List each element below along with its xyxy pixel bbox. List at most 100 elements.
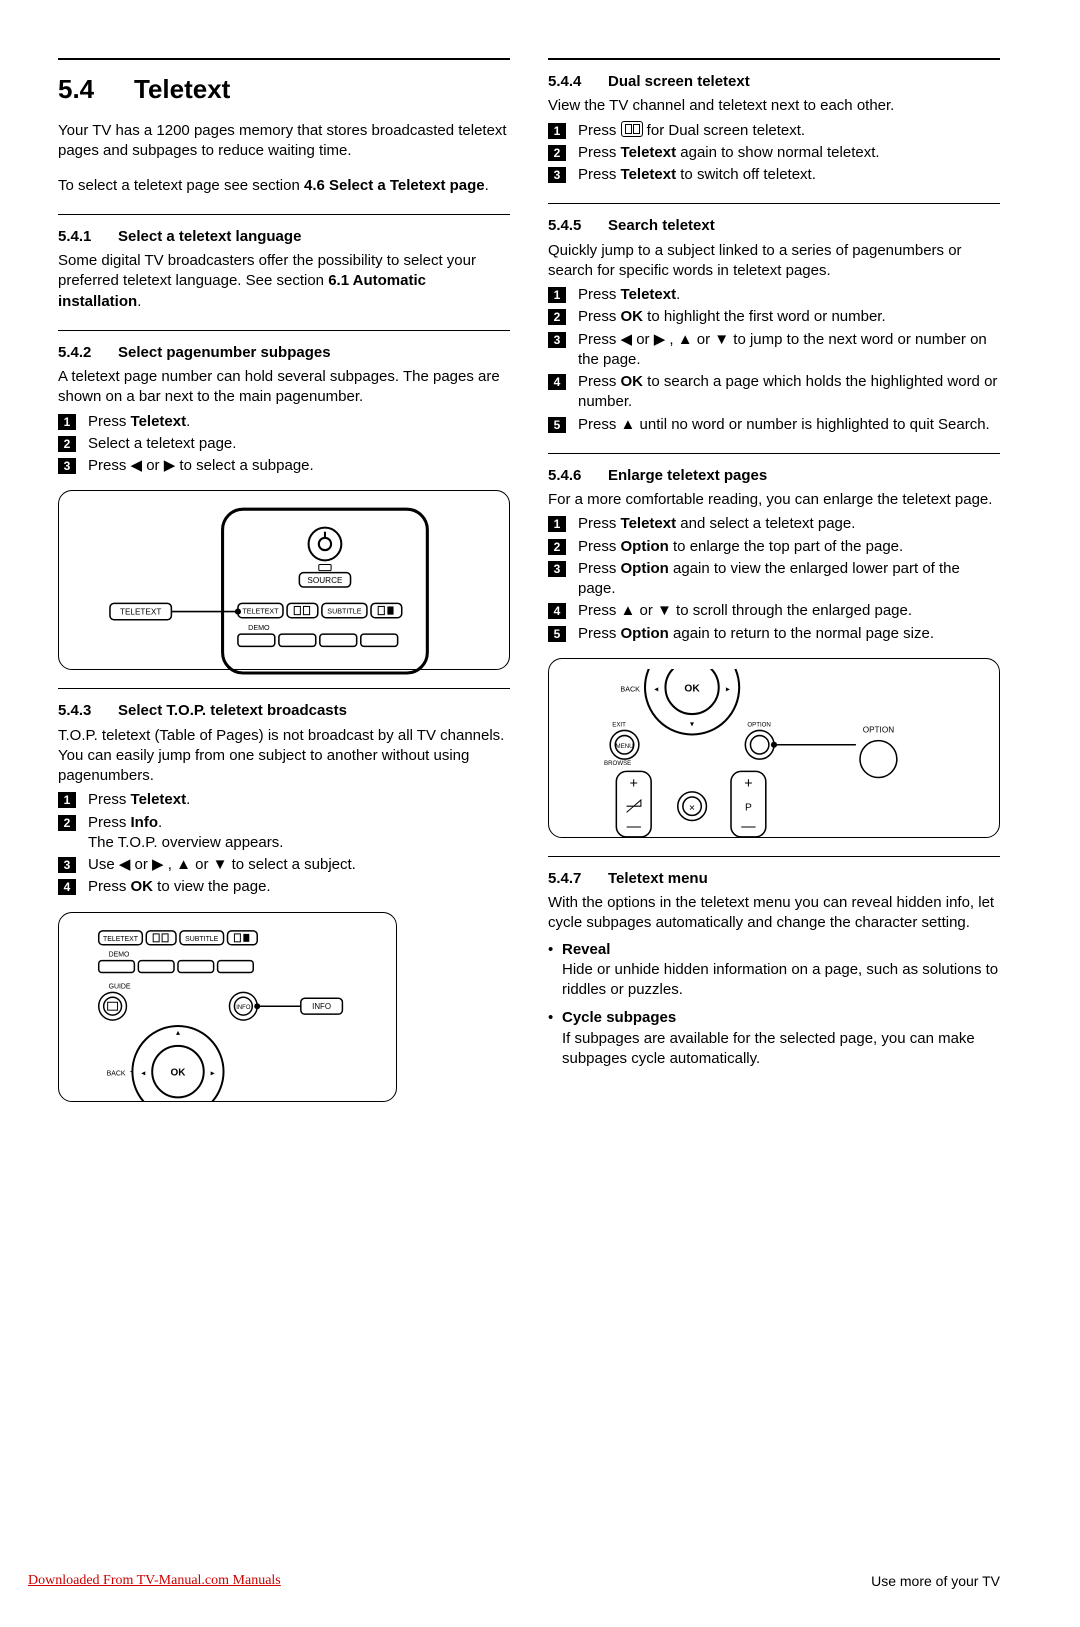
subheading-545: 5.4.5Search teletext: [548, 216, 1000, 236]
svg-text:▾: ▾: [690, 719, 694, 728]
s547-bullets: Reveal Hide or unhide hidden information…: [548, 940, 1000, 1070]
svg-text:OPTION: OPTION: [863, 725, 894, 734]
right-column: 5.4.4Dual screen teletext View the TV ch…: [548, 58, 1000, 1116]
svg-text:DEMO: DEMO: [109, 951, 130, 958]
top-rule: [548, 58, 1000, 60]
divider: [548, 453, 1000, 454]
s544-step1: Press for Dual screen teletext.: [548, 121, 1000, 141]
s545-step5: Press ▲ until no word or number is highl…: [548, 415, 1000, 435]
s545-steps: Press Teletext. Press OK to highlight th…: [548, 285, 1000, 435]
s546-steps: Press Teletext and select a teletext pag…: [548, 514, 1000, 644]
figure2-svg: TELETEXT SUBTITLE DEMO GUIDE INFO: [69, 923, 386, 1101]
s544-steps: Press for Dual screen teletext. Press Te…: [548, 121, 1000, 186]
s543-steps: Press Teletext. Press Info.The T.O.P. ov…: [58, 790, 510, 897]
svg-text:TELETEXT: TELETEXT: [120, 608, 161, 617]
subheading-541: 5.4.1Select a teletext language: [58, 227, 510, 247]
svg-text:EXIT: EXIT: [612, 721, 626, 728]
s543-step4: Press OK to view the page.: [58, 877, 510, 897]
s546-step2: Press Option to enlarge the top part of …: [548, 537, 1000, 557]
s545-step4: Press OK to search a page which holds th…: [548, 372, 1000, 413]
s546-step4: Press ▲ or ▼ to scroll through the enlar…: [548, 601, 1000, 621]
b1-body: Hide or unhide hidden information on a p…: [562, 961, 998, 998]
s543-step3: Use ◀ or ▶ , ▲ or ▼ to select a subject.: [58, 855, 510, 875]
svg-text:MENU: MENU: [616, 743, 634, 750]
s542-step3: Press ◀ or ▶ to select a subpage.: [58, 456, 510, 476]
s543-title: Select T.O.P. teletext broadcasts: [118, 702, 347, 719]
figure-remote-option: OK ◂ ▸ ▾ BACK MENU EXIT BROWSE OPTION OP…: [548, 658, 1000, 838]
s544-step3: Press Teletext to switch off teletext.: [548, 165, 1000, 185]
svg-text:TELETEXT: TELETEXT: [103, 935, 139, 942]
svg-text:✕: ✕: [689, 803, 696, 812]
svg-text:INFO: INFO: [236, 1005, 251, 1011]
s541-title: Select a teletext language: [118, 228, 301, 245]
subheading-543: 5.4.3Select T.O.P. teletext broadcasts: [58, 701, 510, 721]
heading-title: Teletext: [134, 74, 230, 104]
svg-text:INFO: INFO: [312, 1002, 331, 1011]
s546-title: Enlarge teletext pages: [608, 467, 767, 484]
svg-text:BACK: BACK: [620, 685, 640, 693]
s545-step1: Press Teletext.: [548, 285, 1000, 305]
subheading-544: 5.4.4Dual screen teletext: [548, 72, 1000, 92]
svg-text:+: +: [630, 776, 638, 792]
svg-text:—: —: [741, 819, 756, 835]
svg-text:BROWSE: BROWSE: [604, 760, 631, 767]
s544-num: 5.4.4: [548, 72, 608, 92]
s543-step1: Press Teletext.: [58, 790, 510, 810]
s543-body: T.O.P. teletext (Table of Pages) is not …: [58, 726, 510, 787]
s541-num: 5.4.1: [58, 227, 118, 247]
intro2-bold: 4.6 Select a Teletext page: [304, 177, 485, 194]
svg-text:OPTION: OPTION: [747, 721, 770, 728]
b2-body: If subpages are available for the select…: [562, 1030, 975, 1067]
s545-step3: Press ◀ or ▶ , ▲ or ▼ to jump to the nex…: [548, 330, 1000, 371]
s542-steps: Press Teletext. Select a teletext page. …: [58, 412, 510, 477]
top-rule: [58, 58, 510, 60]
svg-text:P: P: [745, 802, 752, 813]
svg-text:DEMO: DEMO: [248, 624, 270, 632]
section-heading: 5.4Teletext: [58, 72, 510, 107]
bullet-cycle: Cycle subpages If subpages are available…: [548, 1008, 1000, 1069]
svg-text:SOURCE: SOURCE: [307, 576, 343, 585]
dual-screen-icon: [621, 121, 643, 137]
figure3-svg: OK ◂ ▸ ▾ BACK MENU EXIT BROWSE OPTION OP…: [559, 669, 989, 843]
svg-text:GUIDE: GUIDE: [109, 983, 131, 990]
b1-title: Reveal: [562, 941, 610, 958]
subheading-546: 5.4.6Enlarge teletext pages: [548, 466, 1000, 486]
page-columns: 5.4Teletext Your TV has a 1200 pages mem…: [58, 58, 1000, 1116]
page-footer: Downloaded From TV-Manual.com Manuals Us…: [0, 1572, 1080, 1591]
footer-right: Use more of your TV: [871, 1572, 1000, 1591]
s546-step1: Press Teletext and select a teletext pag…: [548, 514, 1000, 534]
intro-paragraph-2: To select a teletext page see section 4.…: [58, 176, 510, 196]
heading-number: 5.4: [58, 72, 134, 107]
s544-title: Dual screen teletext: [608, 73, 750, 90]
s547-title: Teletext menu: [608, 870, 708, 887]
left-column: 5.4Teletext Your TV has a 1200 pages mem…: [58, 58, 510, 1116]
divider: [548, 203, 1000, 204]
divider: [58, 688, 510, 689]
subheading-547: 5.4.7Teletext menu: [548, 869, 1000, 889]
s544-step2: Press Teletext again to show normal tele…: [548, 143, 1000, 163]
s541-post: .: [137, 293, 141, 310]
divider: [58, 214, 510, 215]
s544-body: View the TV channel and teletext next to…: [548, 96, 1000, 116]
s546-num: 5.4.6: [548, 466, 608, 486]
svg-text:▸: ▸: [726, 684, 730, 693]
s546-step3: Press Option again to view the enlarged …: [548, 559, 1000, 600]
s545-body: Quickly jump to a subject linked to a se…: [548, 241, 1000, 282]
figure-remote-middle: TELETEXT SUBTITLE DEMO GUIDE INFO: [58, 912, 397, 1102]
svg-text:OK: OK: [684, 683, 700, 694]
svg-text:—: —: [627, 819, 642, 835]
subheading-542: 5.4.2Select pagenumber subpages: [58, 343, 510, 363]
svg-text:▴: ▴: [176, 1028, 180, 1037]
svg-text:SUBTITLE: SUBTITLE: [185, 935, 218, 942]
s545-step2: Press OK to highlight the first word or …: [548, 307, 1000, 327]
svg-text:SUBTITLE: SUBTITLE: [327, 608, 361, 616]
s547-body: With the options in the teletext menu yo…: [548, 893, 1000, 934]
s546-step5: Press Option again to return to the norm…: [548, 624, 1000, 644]
svg-text:TELETEXT: TELETEXT: [242, 608, 279, 616]
intro-paragraph-1: Your TV has a 1200 pages memory that sto…: [58, 121, 510, 162]
footer-left: Downloaded From TV-Manual.com Manuals: [28, 1572, 281, 1591]
s542-title: Select pagenumber subpages: [118, 344, 331, 361]
figure-remote-top: SOURCE TELETEXT SUBTITLE DEMO TELETEXT: [58, 490, 510, 670]
s543-step2: Press Info.The T.O.P. overview appears.: [58, 813, 510, 854]
s546-body: For a more comfortable reading, you can …: [548, 490, 1000, 510]
